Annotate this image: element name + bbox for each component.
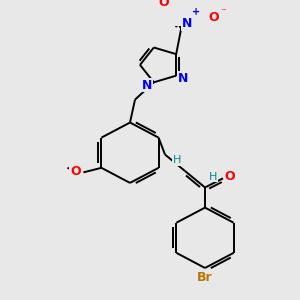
Text: Br: Br: [197, 271, 213, 284]
Text: +: +: [192, 7, 200, 17]
Text: N: N: [178, 72, 188, 85]
Text: ⁻: ⁻: [220, 7, 226, 17]
Text: O: O: [159, 0, 169, 9]
Text: N: N: [182, 17, 192, 31]
Text: H: H: [209, 172, 217, 182]
Text: O: O: [70, 165, 81, 178]
Text: H: H: [173, 155, 181, 165]
Text: O: O: [209, 11, 220, 24]
Text: O: O: [225, 170, 235, 183]
Text: N: N: [142, 79, 152, 92]
